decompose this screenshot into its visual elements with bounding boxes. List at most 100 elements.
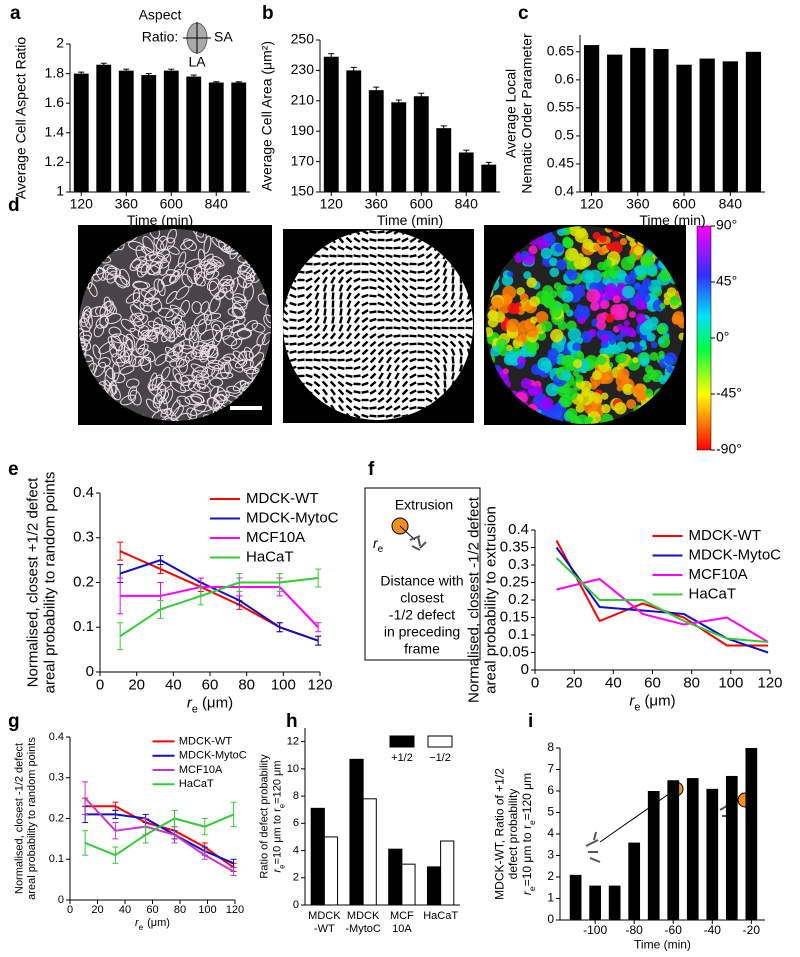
orientation-blob <box>541 320 553 332</box>
legend-label: MDCK-MytoC <box>179 750 247 762</box>
director <box>417 270 425 274</box>
legend-label: MDCK-WT <box>689 527 761 544</box>
director <box>377 253 385 259</box>
y-tick-label: 0.05 <box>500 643 529 660</box>
director <box>394 364 400 372</box>
x-tick-label: 120 <box>320 195 344 211</box>
director <box>313 365 321 371</box>
director <box>394 380 400 388</box>
orientation-blob <box>615 354 625 364</box>
director <box>305 341 313 347</box>
director <box>401 405 409 411</box>
director <box>425 333 433 339</box>
orientation-blob <box>573 256 587 270</box>
cell-outline <box>95 315 109 329</box>
legend-swatch <box>389 735 415 748</box>
director <box>361 406 369 410</box>
x-tick-label: MDCK <box>308 910 341 922</box>
cell-outline <box>127 385 138 401</box>
y-tick-label: 1 <box>547 891 554 905</box>
orientation-blob <box>624 274 636 285</box>
director <box>369 269 377 275</box>
legend-label: MDCK-WT <box>179 735 232 747</box>
y-axis-label-line-part: e <box>527 820 537 825</box>
director <box>353 390 361 394</box>
orientation-blob <box>626 341 635 350</box>
cell-outline <box>115 355 130 364</box>
orientation-blob <box>641 293 651 303</box>
director <box>417 302 425 306</box>
director <box>369 372 377 380</box>
orientation-blob <box>628 329 637 338</box>
cell-outline <box>243 367 260 375</box>
legend-label: HaCaT <box>689 585 737 602</box>
x-tick-label: 80 <box>238 676 255 693</box>
director <box>353 405 361 411</box>
director <box>361 356 369 364</box>
y-axis-label: Ratio of defect probability re=10 μm to r… <box>259 754 286 879</box>
y-axis-label-line: areal probability to random points <box>42 472 59 694</box>
bar <box>630 47 646 193</box>
director <box>345 276 353 284</box>
director <box>321 332 329 340</box>
orientation-blob <box>524 255 531 262</box>
director <box>457 333 465 339</box>
director <box>409 357 417 363</box>
bar <box>73 73 89 192</box>
y-axis-label: Normalised, closest -1/2 defect areal pro… <box>14 737 39 900</box>
director <box>401 317 409 323</box>
director <box>345 389 353 395</box>
cell-outline <box>209 386 219 399</box>
bar <box>722 61 738 192</box>
cell-outline <box>129 312 145 323</box>
director <box>313 324 321 332</box>
director <box>409 237 417 243</box>
orientation-blob <box>560 370 572 382</box>
defect-icon <box>585 831 601 863</box>
orientation-blob <box>516 356 527 366</box>
orientation-blob <box>629 240 636 247</box>
colorbar-label: 45° <box>716 273 737 289</box>
bar <box>96 64 112 192</box>
line <box>84 813 235 857</box>
director <box>433 348 441 356</box>
director <box>361 381 369 387</box>
director <box>329 341 337 347</box>
director <box>338 276 344 284</box>
director <box>433 268 441 276</box>
director <box>417 245 425 251</box>
x-tick-label: -80 <box>626 923 644 937</box>
orientation-blob <box>623 320 630 327</box>
cell-outline <box>251 322 266 333</box>
director <box>323 308 327 316</box>
orientation-blob <box>547 348 559 359</box>
director <box>361 253 369 259</box>
director <box>393 326 401 330</box>
director <box>361 309 369 315</box>
cell-outline <box>199 253 214 267</box>
cell-outline <box>188 330 200 349</box>
orientation-blob <box>592 370 602 381</box>
y-axis-label-line: areal probability to random points <box>26 737 38 900</box>
cell-outline <box>191 393 205 405</box>
orientation-blob <box>488 310 497 319</box>
x-tick-label: MCF <box>390 910 414 922</box>
director <box>297 342 305 346</box>
director <box>331 316 335 324</box>
orientation-blob <box>537 357 552 372</box>
director <box>409 301 417 307</box>
panel-label: d <box>8 195 20 216</box>
director <box>353 245 361 251</box>
orientation-blob <box>523 271 532 280</box>
director <box>323 292 327 300</box>
director <box>433 326 441 330</box>
director <box>377 301 385 307</box>
director <box>313 380 321 388</box>
bar <box>653 49 669 193</box>
orientation-blob <box>622 285 636 299</box>
director <box>337 261 345 267</box>
cell-outline <box>164 417 180 421</box>
director <box>377 246 385 250</box>
orientation-blob <box>504 350 518 364</box>
